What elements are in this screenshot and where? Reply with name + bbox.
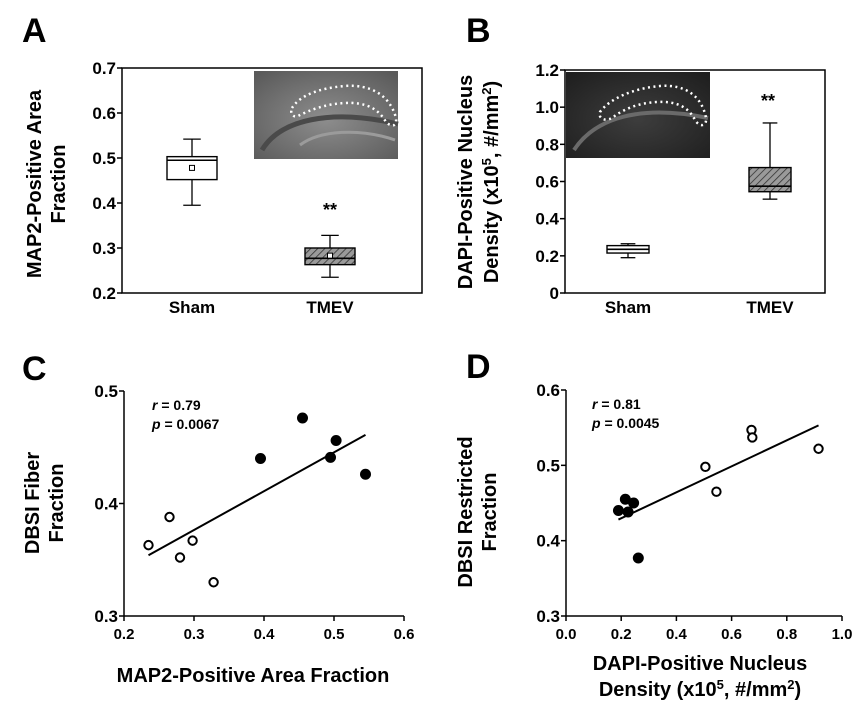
significance-marker: **	[323, 200, 337, 220]
data-point-tmev	[711, 486, 722, 497]
y-tick-label: 0.3	[536, 607, 560, 626]
panel-letter-c: C	[22, 350, 47, 388]
data-point-sham	[330, 435, 342, 446]
y-axis-title-line1: DAPI-Positive Nucleus	[455, 75, 477, 290]
x-axis-title: MAP2-Positive Area Fraction	[117, 665, 390, 687]
data-point-tmev	[164, 511, 175, 523]
data-point-sham	[612, 505, 624, 517]
x-tick-label: 0.6	[394, 626, 415, 643]
x-tick-label: 0.3	[184, 626, 205, 643]
x-tick-label: 0.8	[776, 626, 797, 643]
y-axis-title-line2: Fraction	[46, 464, 68, 543]
y-axis-title-line1: DBSI Restricted	[455, 436, 477, 587]
x-tick-label: 0.0	[556, 626, 577, 643]
panel-a-box-plot: MAP2-Positive Area Fraction Sham TMEV **…	[24, 59, 423, 317]
data-point-tmev	[174, 552, 186, 563]
y-tick-label: 0.7	[92, 59, 116, 78]
y-tick-label: 0.5	[536, 456, 560, 475]
data-point-tmev	[208, 577, 219, 588]
y-tick-label: 0.6	[535, 173, 559, 192]
x-tick-label: 0.4	[666, 626, 688, 643]
x-axis-title-line1: DAPI-Positive Nucleus	[593, 653, 808, 675]
category-label-tmev: TMEV	[746, 298, 794, 317]
data-point-sham	[360, 468, 371, 480]
y-axis-title-line1: DBSI Fiber	[22, 452, 44, 554]
hippocampus-inset-image	[566, 72, 710, 158]
mean-marker	[327, 252, 333, 259]
y-tick-label: 0.6	[536, 381, 560, 400]
mean-marker	[189, 164, 195, 171]
correlation-r: r = 0.79	[152, 397, 201, 413]
p-value: p = 0.0045	[591, 415, 660, 431]
panel-letter-d: D	[466, 348, 491, 386]
p-value: p = 0.0067	[151, 416, 220, 432]
box-tmev	[748, 166, 792, 193]
y-tick-label: 0.3	[92, 239, 116, 258]
y-tick-label: 0.6	[92, 104, 116, 123]
y-tick-label: 0.4	[92, 194, 116, 213]
x-tick-label: 0.6	[721, 626, 742, 643]
x-tick-label: 0.2	[611, 626, 632, 643]
category-label-tmev: TMEV	[306, 298, 354, 317]
panel-c-scatter-plot: DBSI Fiber Fraction MAP2-Positive Area F…	[22, 382, 414, 687]
y-tick-label: 0.4	[535, 210, 559, 229]
y-tick-label: 0.2	[535, 247, 559, 266]
data-point-sham	[255, 453, 266, 464]
x-tick-label: 1.0	[832, 626, 853, 643]
hippocampus-inset-image	[254, 71, 399, 159]
panel-letter-a: A	[22, 12, 47, 50]
y-axis-title-line2: Density (x105, #/mm2)	[479, 81, 503, 283]
category-label-sham: Sham	[169, 298, 215, 317]
y-tick-label: 0.5	[94, 382, 118, 401]
data-point-sham	[628, 497, 640, 509]
y-tick-label: 0.8	[535, 135, 559, 154]
panel-b-box-plot: DAPI-Positive Nucleus Density (x105, #/m…	[455, 61, 826, 317]
x-tick-label: 0.4	[254, 626, 276, 643]
y-axis-title-line2: Fraction	[479, 473, 501, 552]
y-tick-label: 0.5	[92, 149, 116, 168]
regression-line	[618, 424, 819, 521]
y-tick-label: 0.3	[94, 607, 118, 626]
y-axis-title-line2: Fraction	[48, 145, 70, 224]
plot-frame	[121, 67, 423, 294]
correlation-r: r = 0.81	[592, 396, 641, 412]
data-point-tmev	[143, 539, 154, 551]
y-tick-label: 0.2	[92, 284, 116, 303]
data-point-tmev	[813, 443, 824, 454]
y-tick-label: 0	[550, 284, 559, 303]
x-tick-label: 0.2	[114, 626, 135, 643]
data-point-sham	[297, 412, 308, 424]
data-point-tmev	[747, 432, 758, 443]
y-tick-label: 1.0	[535, 98, 559, 117]
y-tick-label: 1.2	[535, 61, 559, 80]
x-axis-title-line2: Density (x105, #/mm2)	[599, 677, 801, 701]
data-point-sham	[622, 506, 634, 518]
data-point-tmev	[187, 535, 198, 546]
panel-d-scatter-plot: DBSI Restricted Fraction DAPI-Positive N…	[455, 381, 852, 701]
category-label-sham: Sham	[605, 298, 651, 317]
data-point-sham	[632, 552, 644, 564]
y-tick-label: 0.4	[536, 532, 560, 551]
x-tick-label: 0.5	[324, 626, 345, 643]
data-point-sham	[325, 451, 336, 463]
y-axis-title-line1: MAP2-Positive Area	[24, 89, 46, 278]
data-point-tmev	[700, 461, 711, 473]
panel-letter-b: B	[466, 12, 491, 50]
y-tick-label: 0.4	[94, 495, 118, 514]
significance-marker: **	[761, 91, 775, 111]
